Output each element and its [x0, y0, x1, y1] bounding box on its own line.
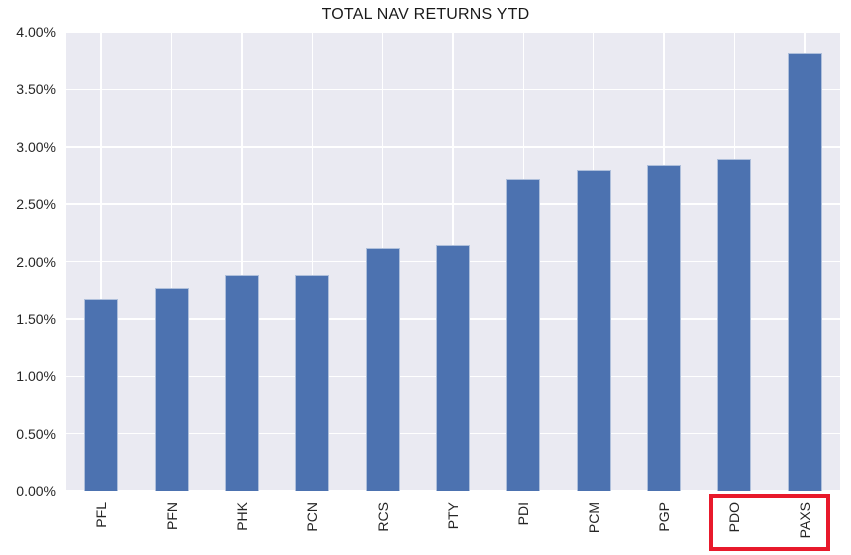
x-tick-label-pdi: PDI	[515, 502, 532, 526]
y-tick-label: 0.00%	[16, 483, 56, 499]
x-tick-label-pty: PTY	[445, 502, 461, 530]
highlight-box	[708, 494, 831, 551]
x-tick-label-pcm: PCM	[585, 502, 602, 534]
y-tick-label: 3.00%	[16, 138, 56, 155]
bar-pfn	[154, 287, 189, 491]
bar-pfl	[84, 299, 119, 491]
x-tick-label-phk: PHK	[233, 502, 250, 531]
x-tick-label-pfl: PFL	[93, 502, 110, 528]
gridline-vertical	[311, 32, 314, 491]
gridline-vertical	[241, 32, 243, 491]
bar-pcn	[295, 275, 330, 491]
chart-title: TOTAL NAV RETURNS YTD	[321, 6, 530, 23]
y-tick-label: 4.00%	[16, 24, 56, 40]
y-tick-label: 1.00%	[16, 368, 56, 385]
bar-phk	[224, 275, 259, 491]
x-tick-label-pfn: PFN	[163, 502, 180, 530]
bar-pty	[436, 245, 470, 491]
y-tick-label: 3.50%	[16, 81, 56, 98]
gridline-vertical	[170, 32, 173, 491]
y-tick-label: 1.50%	[16, 310, 56, 327]
y-tick-label: 2.00%	[16, 253, 56, 270]
x-tick-label-rcs: RCS	[374, 502, 391, 532]
bar-pdi	[506, 178, 541, 491]
bar-pgp	[647, 165, 682, 491]
bar-paxs	[787, 52, 822, 491]
bar-rcs	[365, 247, 400, 491]
plot-area	[66, 31, 840, 492]
y-tick-label: 2.50%	[16, 196, 56, 213]
bar-pcm	[576, 169, 611, 491]
y-tick-label: 0.50%	[16, 425, 56, 442]
x-tick-label-pgp: PGP	[656, 502, 673, 532]
x-tick-label-pcn: PCN	[304, 502, 321, 532]
bar-pdo	[717, 159, 752, 491]
gridline-horizontal	[66, 490, 840, 492]
gridline-vertical	[100, 32, 102, 491]
